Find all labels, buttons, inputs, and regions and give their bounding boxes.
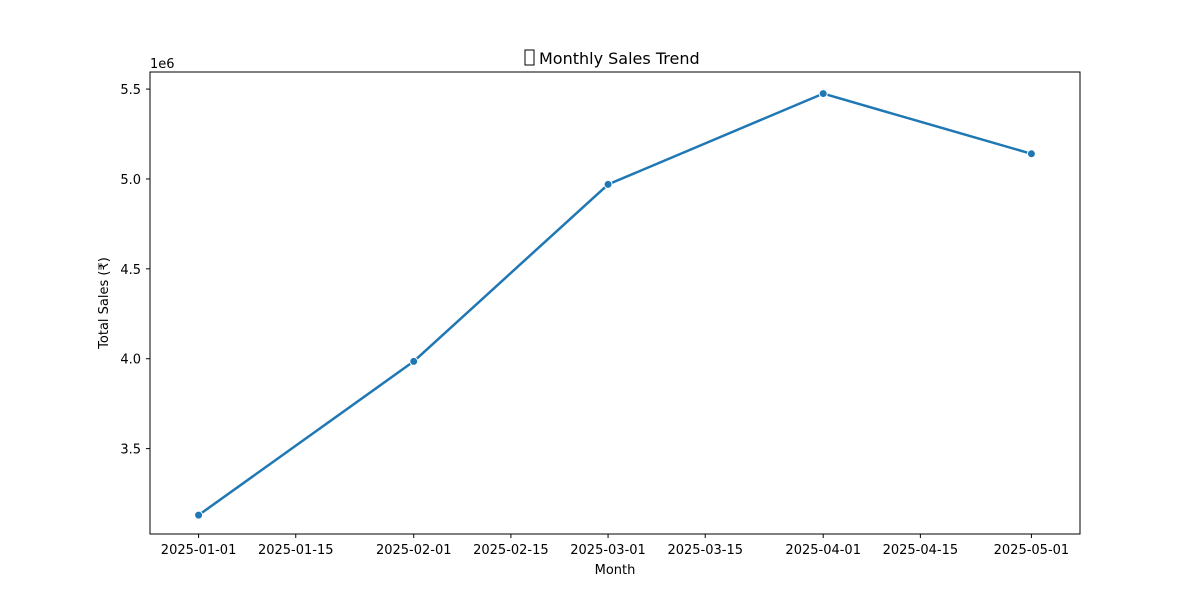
x-tick-label: 2025-03-15 xyxy=(667,543,743,558)
y-axis-label: Total Sales (₹) xyxy=(97,257,112,350)
data-point xyxy=(1026,149,1036,159)
data-point xyxy=(603,179,613,189)
y-tick-label: 3.5 xyxy=(120,443,141,458)
y-tick-label: 4.0 xyxy=(120,353,141,368)
data-point xyxy=(818,89,828,99)
chart-ticks: 2025-01-01 2025-01-15 2025-02-01 2025-02-15… xyxy=(120,83,1069,558)
plot-frame xyxy=(149,71,1081,535)
chart-title-group: Monthly Sales Trend xyxy=(524,49,700,68)
chart-series xyxy=(194,89,1036,520)
x-tick-label: 2025-04-15 xyxy=(883,543,959,558)
x-tick-label: 2025-01-01 xyxy=(161,543,237,558)
data-point xyxy=(409,356,419,366)
y-tick-label: 4.5 xyxy=(120,263,141,278)
x-tick-label: 2025-02-01 xyxy=(376,543,452,558)
x-tick-label: 2025-02-15 xyxy=(473,543,549,558)
x-tick-label: 2025-04-01 xyxy=(785,543,861,558)
series-line xyxy=(197,92,1033,517)
x-tick-label: 2025-01-15 xyxy=(258,543,334,558)
chart-title: Monthly Sales Trend xyxy=(539,49,700,68)
chart-icon xyxy=(524,49,535,66)
y-tick-label: 5.0 xyxy=(120,173,141,188)
y-offset-label: 1e6 xyxy=(150,57,175,72)
y-tick-label: 5.5 xyxy=(120,83,141,98)
x-tick-label: 2025-03-01 xyxy=(570,543,646,558)
x-tick-label: 2025-05-01 xyxy=(994,543,1070,558)
data-point xyxy=(194,510,204,520)
x-axis-label: Month xyxy=(595,563,636,578)
